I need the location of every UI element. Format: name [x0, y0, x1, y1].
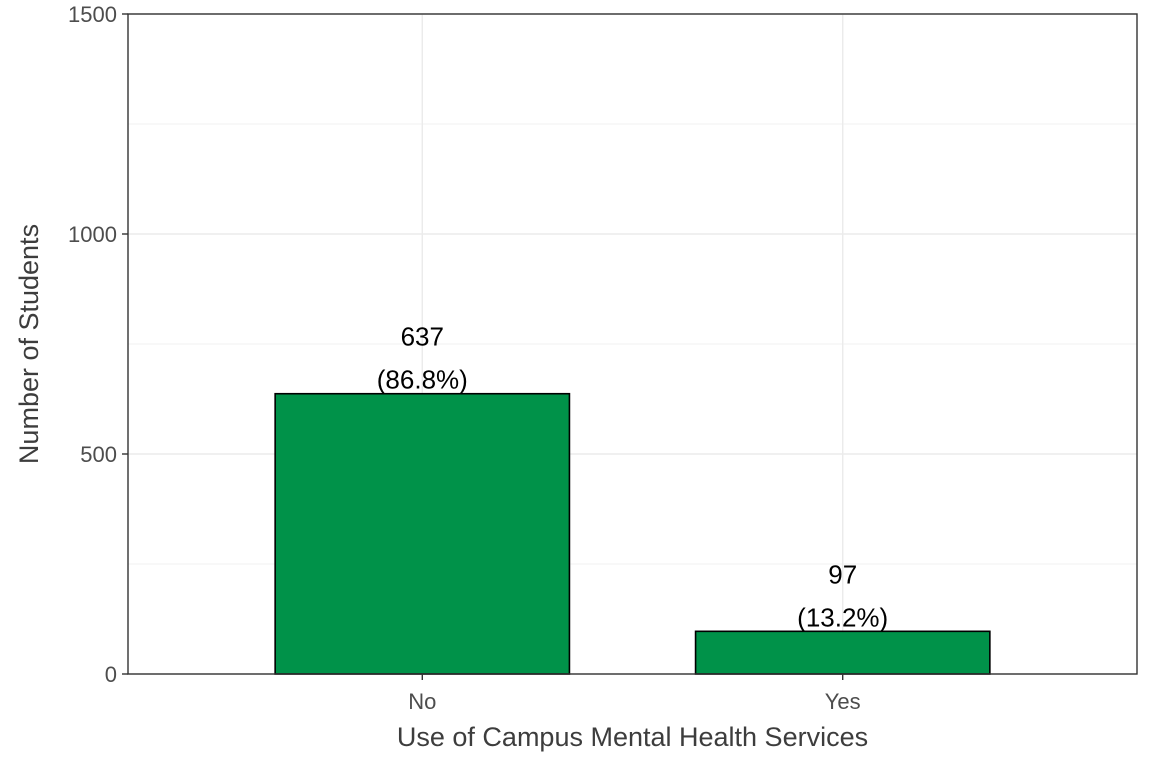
y-tick-label: 1500 — [68, 2, 117, 27]
y-axis-title: Number of Students — [14, 224, 44, 464]
data-label-percent: (86.8%) — [377, 365, 468, 395]
x-tick-label: Yes — [825, 689, 861, 714]
data-label-count: 637 — [401, 322, 444, 352]
y-tick-label: 1000 — [68, 222, 117, 247]
y-tick-label: 500 — [80, 442, 117, 467]
data-labels-group: 637 (86.8%) 97 (13.2%) — [377, 322, 888, 633]
data-label-count: 97 — [828, 559, 857, 589]
data-label-percent: (13.2%) — [797, 602, 888, 632]
y-tick-label: 0 — [105, 662, 117, 687]
bar-no — [274, 392, 571, 675]
x-axis: No Yes — [408, 674, 861, 714]
x-tick-label: No — [408, 689, 436, 714]
y-axis: 0 500 1000 1500 — [68, 2, 128, 687]
bar-yes — [694, 630, 991, 675]
bars-group — [274, 392, 991, 675]
x-axis-title: Use of Campus Mental Health Services — [397, 722, 868, 752]
plot-panel-border — [127, 13, 1138, 675]
